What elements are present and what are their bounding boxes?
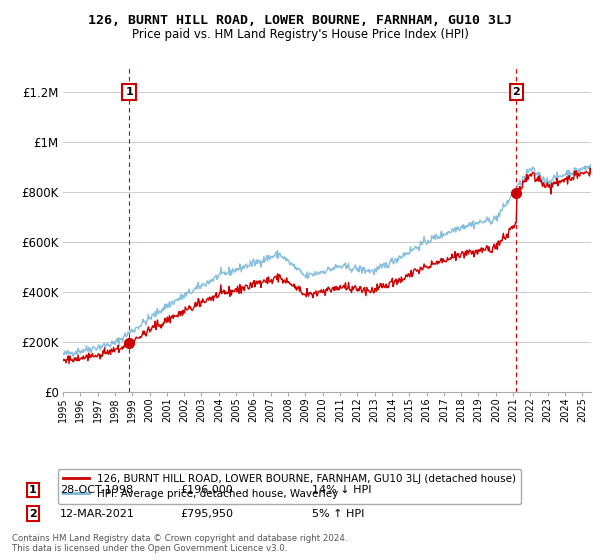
Text: 2: 2 <box>512 87 520 97</box>
Text: £196,000: £196,000 <box>180 485 233 495</box>
Text: 12-MAR-2021: 12-MAR-2021 <box>60 508 135 519</box>
Text: 1: 1 <box>29 485 37 495</box>
Text: Contains HM Land Registry data © Crown copyright and database right 2024.
This d: Contains HM Land Registry data © Crown c… <box>12 534 347 553</box>
Text: 14% ↓ HPI: 14% ↓ HPI <box>312 485 371 495</box>
Text: 5% ↑ HPI: 5% ↑ HPI <box>312 508 364 519</box>
Text: 2: 2 <box>29 508 37 519</box>
Legend: 126, BURNT HILL ROAD, LOWER BOURNE, FARNHAM, GU10 3LJ (detached house), HPI: Ave: 126, BURNT HILL ROAD, LOWER BOURNE, FARN… <box>58 469 521 505</box>
Text: Price paid vs. HM Land Registry's House Price Index (HPI): Price paid vs. HM Land Registry's House … <box>131 28 469 41</box>
Text: 28-OCT-1998: 28-OCT-1998 <box>60 485 133 495</box>
Text: 126, BURNT HILL ROAD, LOWER BOURNE, FARNHAM, GU10 3LJ: 126, BURNT HILL ROAD, LOWER BOURNE, FARN… <box>88 14 512 27</box>
Text: £795,950: £795,950 <box>180 508 233 519</box>
Text: 1: 1 <box>125 87 133 97</box>
